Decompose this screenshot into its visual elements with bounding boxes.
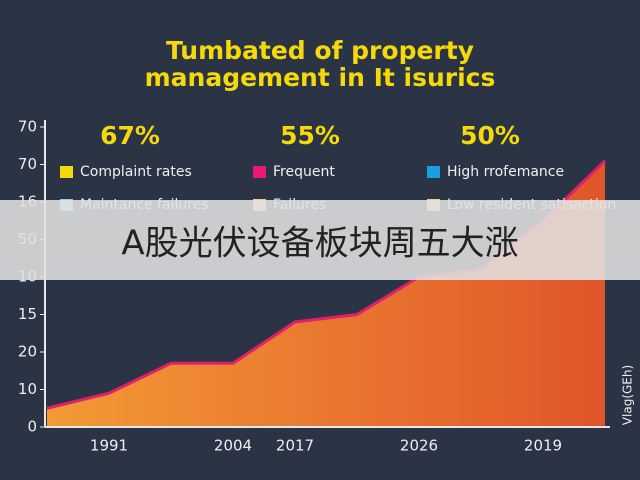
y-tick-label: 0 bbox=[27, 418, 37, 436]
x-tick-label: 2026 bbox=[400, 437, 438, 455]
y-tick-label: 10 bbox=[18, 380, 37, 398]
legend-label: High rrofemance bbox=[447, 164, 564, 180]
y-tick-label: 70 bbox=[18, 118, 37, 136]
y-tick-label: 15 bbox=[18, 305, 37, 323]
legend-label: Frequent bbox=[273, 164, 335, 180]
x-tick-label: 2019 bbox=[524, 437, 562, 455]
annotation: 67% bbox=[100, 121, 160, 150]
legend-label: Complaint rates bbox=[80, 164, 192, 180]
x-tick-label: 2017 bbox=[276, 437, 314, 455]
annotation: 50% bbox=[460, 121, 520, 150]
chart-title: management in It isurics bbox=[145, 63, 496, 92]
side-label: Vlag(GEh) bbox=[621, 365, 635, 425]
y-tick-label: 70 bbox=[18, 155, 37, 173]
banner-text: A股光伏设备板块周五大涨 bbox=[121, 224, 518, 264]
y-tick-label: 20 bbox=[18, 343, 37, 361]
banner bbox=[0, 200, 640, 280]
annotation: 55% bbox=[280, 121, 340, 150]
x-tick-label: 2004 bbox=[214, 437, 252, 455]
x-tick-label: 1991 bbox=[90, 437, 128, 455]
legend-swatch bbox=[427, 166, 440, 178]
area bbox=[47, 160, 605, 427]
legend-swatch bbox=[253, 166, 266, 178]
chart-title: Tumbated of property bbox=[166, 36, 474, 65]
legend-swatch bbox=[60, 166, 73, 178]
